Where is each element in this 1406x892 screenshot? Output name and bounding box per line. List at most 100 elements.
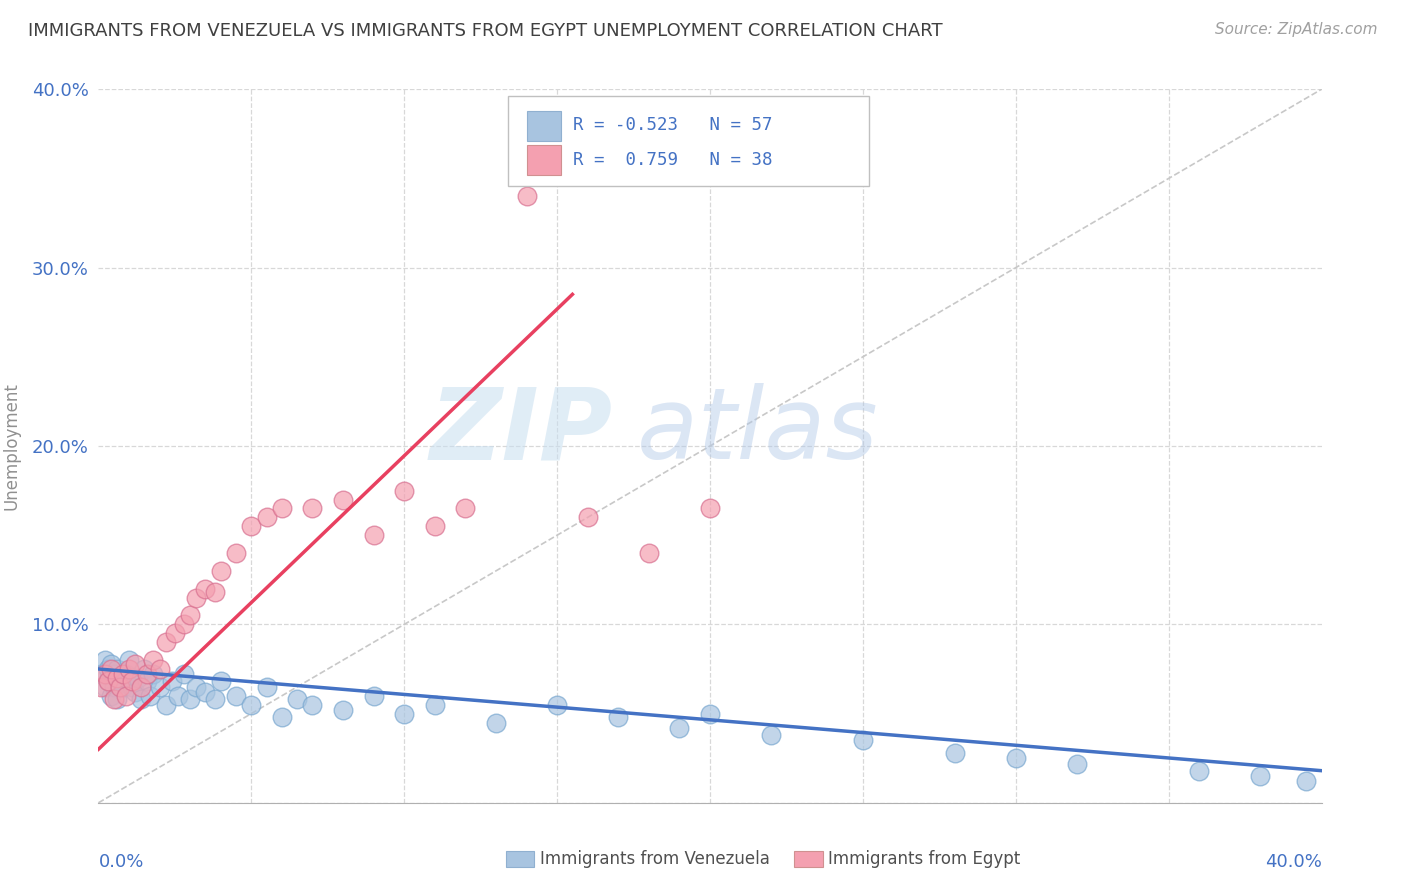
Text: R = -0.523   N = 57: R = -0.523 N = 57 <box>574 116 772 134</box>
Point <box>111 667 134 681</box>
Point <box>129 692 152 706</box>
Point <box>105 662 128 676</box>
Point <box>209 674 232 689</box>
Point <box>270 501 292 516</box>
Point <box>363 528 385 542</box>
Y-axis label: Unemployment: Unemployment <box>3 382 21 510</box>
Point <box>93 653 115 667</box>
Point <box>173 617 195 632</box>
Point <box>121 680 143 694</box>
Point <box>332 492 354 507</box>
Point <box>209 564 232 578</box>
Point <box>423 698 446 712</box>
Point <box>118 674 141 689</box>
Point <box>121 674 143 689</box>
Point <box>194 582 217 596</box>
Point <box>136 674 159 689</box>
Point <box>97 674 120 689</box>
Point <box>1066 756 1088 771</box>
Text: 40.0%: 40.0% <box>1265 853 1322 871</box>
Point <box>256 680 278 694</box>
Point <box>852 733 875 747</box>
Point <box>103 667 125 681</box>
Point <box>392 706 416 721</box>
Point <box>142 653 165 667</box>
Point <box>179 692 201 706</box>
Point <box>139 689 162 703</box>
FancyBboxPatch shape <box>508 96 869 186</box>
Point <box>607 710 630 724</box>
Text: R =  0.759   N = 38: R = 0.759 N = 38 <box>574 151 772 169</box>
Point <box>118 662 141 676</box>
Point <box>93 680 115 694</box>
Point <box>186 591 208 605</box>
Point <box>115 689 138 703</box>
Text: Immigrants from Egypt: Immigrants from Egypt <box>828 850 1021 868</box>
Point <box>194 685 217 699</box>
Point <box>108 680 131 694</box>
Point <box>129 680 152 694</box>
Point <box>100 657 122 671</box>
Point <box>163 626 186 640</box>
Point <box>1188 764 1211 778</box>
Point <box>124 657 146 671</box>
Point <box>118 653 141 667</box>
Text: Immigrants from Venezuela: Immigrants from Venezuela <box>540 850 769 868</box>
Point <box>699 706 721 721</box>
Point <box>1249 769 1271 783</box>
Point <box>699 501 721 516</box>
Point <box>546 698 568 712</box>
Point <box>576 510 599 524</box>
Point <box>1004 751 1026 765</box>
Point <box>256 510 278 524</box>
Text: ZIP: ZIP <box>429 384 612 480</box>
Point <box>103 692 125 706</box>
Point <box>100 689 122 703</box>
Point <box>301 501 323 516</box>
Point <box>423 519 446 533</box>
Point <box>142 667 165 681</box>
Text: Source: ZipAtlas.com: Source: ZipAtlas.com <box>1215 22 1378 37</box>
Point <box>105 671 128 685</box>
Point <box>225 546 247 560</box>
Point <box>155 635 177 649</box>
Point <box>759 728 782 742</box>
Point <box>485 715 508 730</box>
Point <box>108 671 131 685</box>
Point <box>943 746 966 760</box>
Point <box>97 662 120 676</box>
Point <box>160 674 183 689</box>
Text: 0.0%: 0.0% <box>98 853 143 871</box>
Point <box>90 667 112 681</box>
Point <box>149 680 172 694</box>
Point <box>1295 774 1317 789</box>
Point <box>97 674 120 689</box>
Point <box>454 501 477 516</box>
Point <box>149 662 172 676</box>
Point <box>124 685 146 699</box>
Point <box>173 667 195 681</box>
Point <box>105 692 128 706</box>
Point <box>392 483 416 498</box>
Point <box>186 680 208 694</box>
Point <box>240 698 263 712</box>
Point <box>225 689 247 703</box>
Point <box>115 667 138 681</box>
Point <box>240 519 263 533</box>
Point <box>111 680 134 694</box>
Point <box>100 662 122 676</box>
Point <box>332 703 354 717</box>
Bar <box>527 111 561 141</box>
Bar <box>527 145 561 175</box>
Point <box>204 692 226 706</box>
Point <box>155 698 177 712</box>
Text: IMMIGRANTS FROM VENEZUELA VS IMMIGRANTS FROM EGYPT UNEMPLOYMENT CORRELATION CHAR: IMMIGRANTS FROM VENEZUELA VS IMMIGRANTS … <box>28 22 943 40</box>
Point <box>301 698 323 712</box>
Point <box>516 189 538 203</box>
Point <box>90 680 112 694</box>
Point <box>134 662 156 676</box>
Point <box>127 671 149 685</box>
Point <box>103 680 125 694</box>
Point <box>363 689 385 703</box>
Point <box>668 721 690 735</box>
